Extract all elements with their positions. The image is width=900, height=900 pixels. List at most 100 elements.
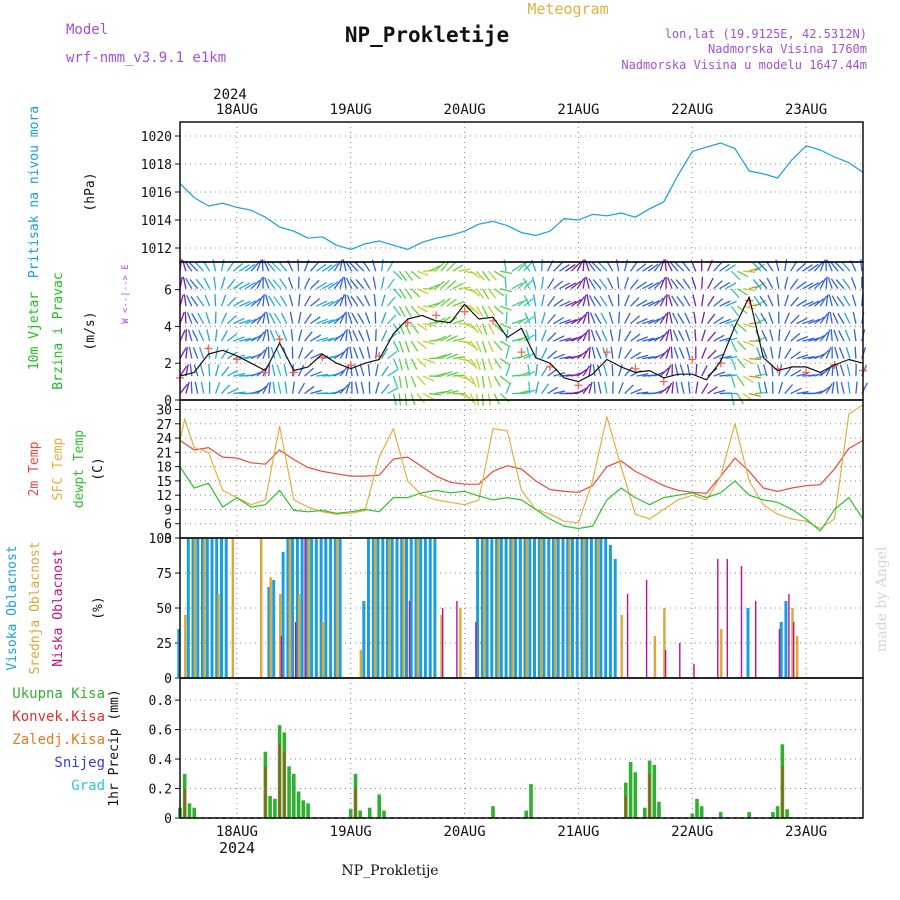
wind-barb	[830, 278, 839, 290]
wind-barb	[220, 276, 226, 289]
wind-barb	[452, 337, 465, 342]
high_cloud-bar	[186, 538, 190, 678]
precip-total-bar	[771, 812, 775, 818]
wind-barb	[493, 288, 505, 297]
model-name: wrf-nmm_v3.9.1 e1km	[66, 50, 226, 66]
low_cloud-bar	[740, 566, 743, 678]
mid_cloud-bar	[497, 538, 500, 678]
wind-barb	[470, 288, 481, 297]
wind-barb	[327, 317, 340, 325]
wind-barb	[339, 384, 349, 394]
wind-barb	[667, 294, 673, 307]
bottom-day-label: 22AUG	[671, 824, 713, 840]
wind-barb	[310, 316, 321, 325]
wind-barb	[327, 336, 340, 342]
high_cloud-bar	[419, 538, 423, 678]
mid_cloud-bar	[663, 608, 666, 678]
wind-barb	[416, 375, 426, 386]
wind-barb	[547, 296, 556, 307]
wind-barb	[802, 264, 813, 272]
top-day-label: 22AUG	[671, 102, 713, 118]
wind-barb	[356, 295, 365, 307]
wind-barb	[841, 261, 851, 272]
wind-barb	[854, 346, 857, 359]
wind-barb	[636, 354, 649, 360]
wind-barb	[541, 276, 544, 289]
low_cloud-bar	[788, 594, 790, 678]
wind-barb	[434, 280, 445, 290]
wind-barb	[802, 337, 815, 342]
high_cloud-bar	[291, 538, 295, 678]
wind-barb	[434, 317, 446, 325]
wind-barb	[852, 311, 857, 324]
high_cloud-bar	[390, 538, 394, 678]
wind-barb	[553, 298, 564, 307]
top-day-label: 21AUG	[557, 102, 599, 118]
wind-barb	[185, 381, 190, 394]
wind-barb	[238, 264, 250, 272]
wind-barb	[630, 388, 642, 395]
wind-barb	[559, 337, 572, 342]
wind-barb	[481, 323, 488, 335]
wind-barb	[647, 263, 659, 272]
precip-conv-bar	[354, 788, 357, 818]
wind-barb	[681, 261, 691, 272]
wind-barb	[707, 331, 716, 342]
wind-barb	[422, 357, 435, 364]
wind-barb	[778, 346, 782, 359]
wind-barb	[440, 316, 452, 325]
wind-barb	[736, 358, 746, 369]
high_cloud-bar	[499, 538, 503, 678]
wind-gust-marker	[403, 318, 412, 327]
wind-barb	[262, 382, 270, 394]
wind-barb	[570, 317, 583, 325]
wind-barb	[630, 279, 639, 290]
mid_cloud-bar	[203, 538, 206, 678]
precip-total-bar	[192, 807, 196, 818]
wind-barb	[268, 295, 276, 307]
altitude-text: Nadmorska Visina 1760m	[708, 42, 867, 56]
wind-barb	[517, 334, 529, 342]
wind-barb	[322, 337, 335, 342]
wind-barb	[784, 366, 793, 377]
frame-layer	[179, 121, 864, 819]
wind-barb	[576, 332, 587, 342]
wind-barb	[770, 346, 774, 359]
precip-conv-bar	[278, 744, 281, 818]
wind-barb	[446, 262, 456, 272]
precip-legend-entry: Grad	[71, 778, 105, 794]
wind-barb	[737, 270, 749, 278]
high_cloud-bar	[608, 545, 612, 678]
wind-barb	[839, 364, 845, 377]
wind-barb	[404, 358, 410, 371]
wind-barb	[339, 312, 346, 324]
precip-total-bar	[695, 798, 699, 818]
wind-barb	[493, 323, 504, 333]
wind-barb	[189, 364, 193, 377]
wind-barb	[743, 270, 756, 273]
wind-barb	[736, 305, 748, 314]
wind-barb	[464, 375, 475, 385]
wind-barb	[226, 260, 235, 272]
wind-barb	[813, 298, 825, 307]
wind-barb	[464, 323, 476, 330]
wind-barb	[659, 313, 668, 324]
wind-barb	[825, 294, 829, 307]
wind-barb	[505, 329, 509, 342]
precip-total-bar	[529, 784, 533, 818]
wind-barb	[452, 282, 464, 290]
mid_cloud-bar	[335, 538, 339, 678]
wind-barb	[276, 364, 282, 377]
temperature-ylabel: dewpt Temp	[72, 430, 87, 508]
wind-barb	[659, 277, 666, 289]
wind-barb	[525, 329, 531, 342]
wind-barb	[345, 329, 348, 342]
wind-barb	[363, 277, 371, 290]
wind-barb	[599, 295, 608, 307]
high_cloud-bar	[433, 538, 437, 678]
wind-barb	[685, 346, 691, 359]
wind-barb	[843, 295, 851, 307]
low_cloud-bar	[408, 601, 411, 678]
wind-barb	[364, 312, 371, 324]
wind-barb	[440, 279, 450, 290]
